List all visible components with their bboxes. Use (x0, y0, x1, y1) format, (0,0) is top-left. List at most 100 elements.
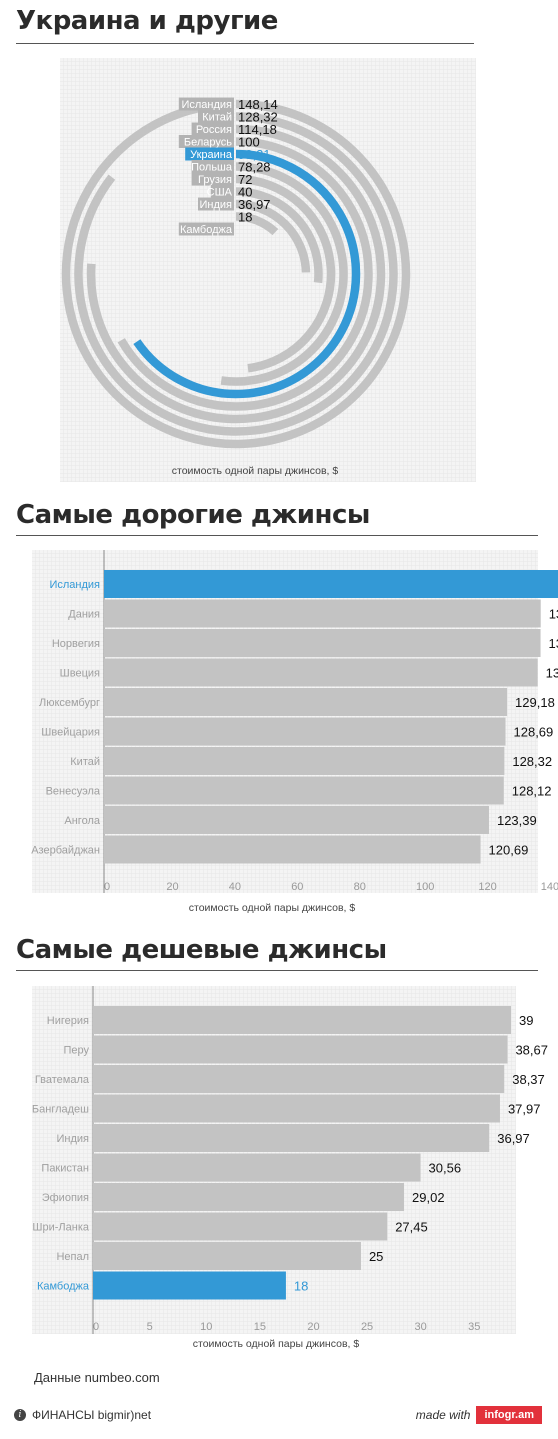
bar (104, 806, 489, 834)
x-tick-label: 5 (147, 1321, 153, 1333)
ring-arc (235, 212, 279, 236)
x-axis-label: стоимость одной пары джинсов, $ (189, 902, 356, 914)
bar-value-label: 139,97 (549, 607, 558, 622)
ring-chart-svg: Исландия 148,14 Китай 128,32 Россия 114,18 Бел… (60, 58, 476, 482)
bar (93, 1271, 286, 1300)
bar (93, 1153, 421, 1182)
ring-value-label: 40 (238, 185, 252, 200)
infogram-credit[interactable]: made with infogr.am (416, 1406, 542, 1424)
ring-category-label: Россия (196, 124, 232, 136)
ring-category-label: Польша (191, 162, 233, 174)
ring-arc (74, 112, 398, 436)
ring-category-label: Грузия (198, 174, 232, 186)
bar (93, 1065, 505, 1093)
ring-category-label: Беларусь (184, 137, 232, 149)
ring-category-label: Индия (199, 199, 232, 211)
x-tick-label: 120 (478, 881, 496, 893)
expensive-bar-chart: Исландия148,18Дания139,97Норвегия139,92Ш… (0, 550, 558, 922)
x-tick-label: 60 (291, 881, 303, 893)
bar (93, 1035, 508, 1064)
ring-label-bg (185, 147, 234, 161)
bar-value-label: 120,69 (489, 843, 529, 858)
bar-value-label: 139,92 (549, 636, 558, 651)
bar-value-label: 38,67 (515, 1043, 548, 1058)
ring-arc (133, 149, 361, 399)
infogram-logo[interactable]: infogr.am (476, 1406, 542, 1424)
bar-value-label: 29,02 (412, 1190, 445, 1205)
x-tick-label: 20 (166, 881, 178, 893)
x-tick-label: 25 (361, 1321, 373, 1333)
bar-category-label: Норвегия (52, 638, 100, 650)
x-tick-label: 140 (541, 881, 558, 893)
bar (104, 717, 506, 746)
ring-chart-title: Украина и другие (16, 6, 278, 36)
bar (93, 1242, 361, 1270)
bar-category-label: Швеция (60, 668, 100, 680)
bar-value-label: 139 (546, 666, 558, 681)
made-with-label: made with (415, 1408, 471, 1422)
plot-area: Исландия148,18Дания139,97Норвегия139,92Ш… (31, 550, 558, 893)
ring-label-bg (178, 97, 234, 111)
ring-label-bg (191, 172, 234, 186)
ring-arc (235, 174, 336, 373)
bar-category-label: Бангладеш (32, 1104, 89, 1116)
title-rule (16, 970, 538, 971)
ring-value-label: 72 (238, 172, 252, 187)
bar-value-label: 128,12 (512, 784, 552, 799)
title-rule (16, 535, 538, 536)
ring-category-label: Китай (202, 112, 232, 124)
bar-category-label: Швейцария (41, 727, 100, 739)
bar (93, 1212, 388, 1241)
bar (104, 688, 508, 716)
ring-value-label: 98,21 (238, 147, 271, 162)
bar-category-label: Азербайджан (31, 845, 100, 857)
bar (104, 747, 505, 775)
x-tick-label: 0 (93, 1321, 99, 1333)
bar-chart-svg: Нигерия 39 Перу 38,67 Гватемала 38,37 Бангладе… (32, 986, 548, 1350)
ring-value-label: 18 (238, 210, 252, 225)
cheap-chart-title: Самые дешевые джинсы (16, 935, 387, 965)
bar-value-label: 18 (294, 1279, 308, 1294)
bar-category-label: Китай (70, 756, 100, 768)
title-rule (16, 43, 474, 44)
bar-value-label: 36,97 (497, 1131, 530, 1146)
ring-value-label: 36,97 (238, 197, 271, 212)
ring-value-label: 128,32 (238, 110, 278, 125)
bar-category-label: Дания (68, 609, 100, 621)
publisher-name: ФИНАНСЫ bigmir)net (32, 1408, 152, 1422)
bar (104, 776, 504, 805)
ring-arc (117, 137, 373, 411)
publisher-credit: i ФИНАНСЫ bigmir)net (14, 1408, 151, 1422)
bar-value-label: 38,37 (512, 1072, 545, 1087)
bar-value-label: 25 (369, 1249, 383, 1264)
ring-label-bg (178, 135, 234, 148)
bar-category-label: Гватемала (35, 1074, 90, 1086)
bar-value-label: 27,45 (395, 1220, 428, 1235)
bar (93, 1094, 500, 1123)
bar-chart-svg: Исландия148,18Дания139,97Норвегия139,92Ш… (31, 550, 558, 914)
x-tick-label: 10 (200, 1321, 212, 1333)
cheap-bar-chart: Нигерия 39 Перу 38,67 Гватемала 38,37 Бангладе… (0, 986, 558, 1352)
bar-category-label: Эфиопия (42, 1192, 89, 1204)
ring-label-bg (198, 110, 234, 123)
data-source: Данные numbeo.com (34, 1370, 160, 1385)
bar-category-label: Шри-Ланка (32, 1222, 89, 1234)
ring-category-label: США (207, 187, 233, 199)
x-tick-label: 80 (354, 881, 366, 893)
bar (104, 570, 558, 598)
bar (93, 1183, 405, 1211)
bar-category-label: Ангола (64, 815, 100, 827)
bar-value-label: 123,39 (497, 813, 537, 828)
bar-value-label: 39 (519, 1013, 533, 1028)
x-tick-label: 100 (416, 881, 434, 893)
info-icon[interactable]: i (14, 1409, 26, 1421)
ring-arc (61, 99, 411, 449)
x-tick-label: 15 (254, 1321, 266, 1333)
bar (104, 835, 481, 864)
ring-label-bg (178, 222, 234, 236)
x-tick-label: 35 (468, 1321, 480, 1333)
bar (93, 1006, 511, 1034)
ring-value-label: 148,14 (238, 97, 278, 112)
x-tick-label: 30 (415, 1321, 427, 1333)
ring-value-label: 78,28 (238, 160, 271, 175)
